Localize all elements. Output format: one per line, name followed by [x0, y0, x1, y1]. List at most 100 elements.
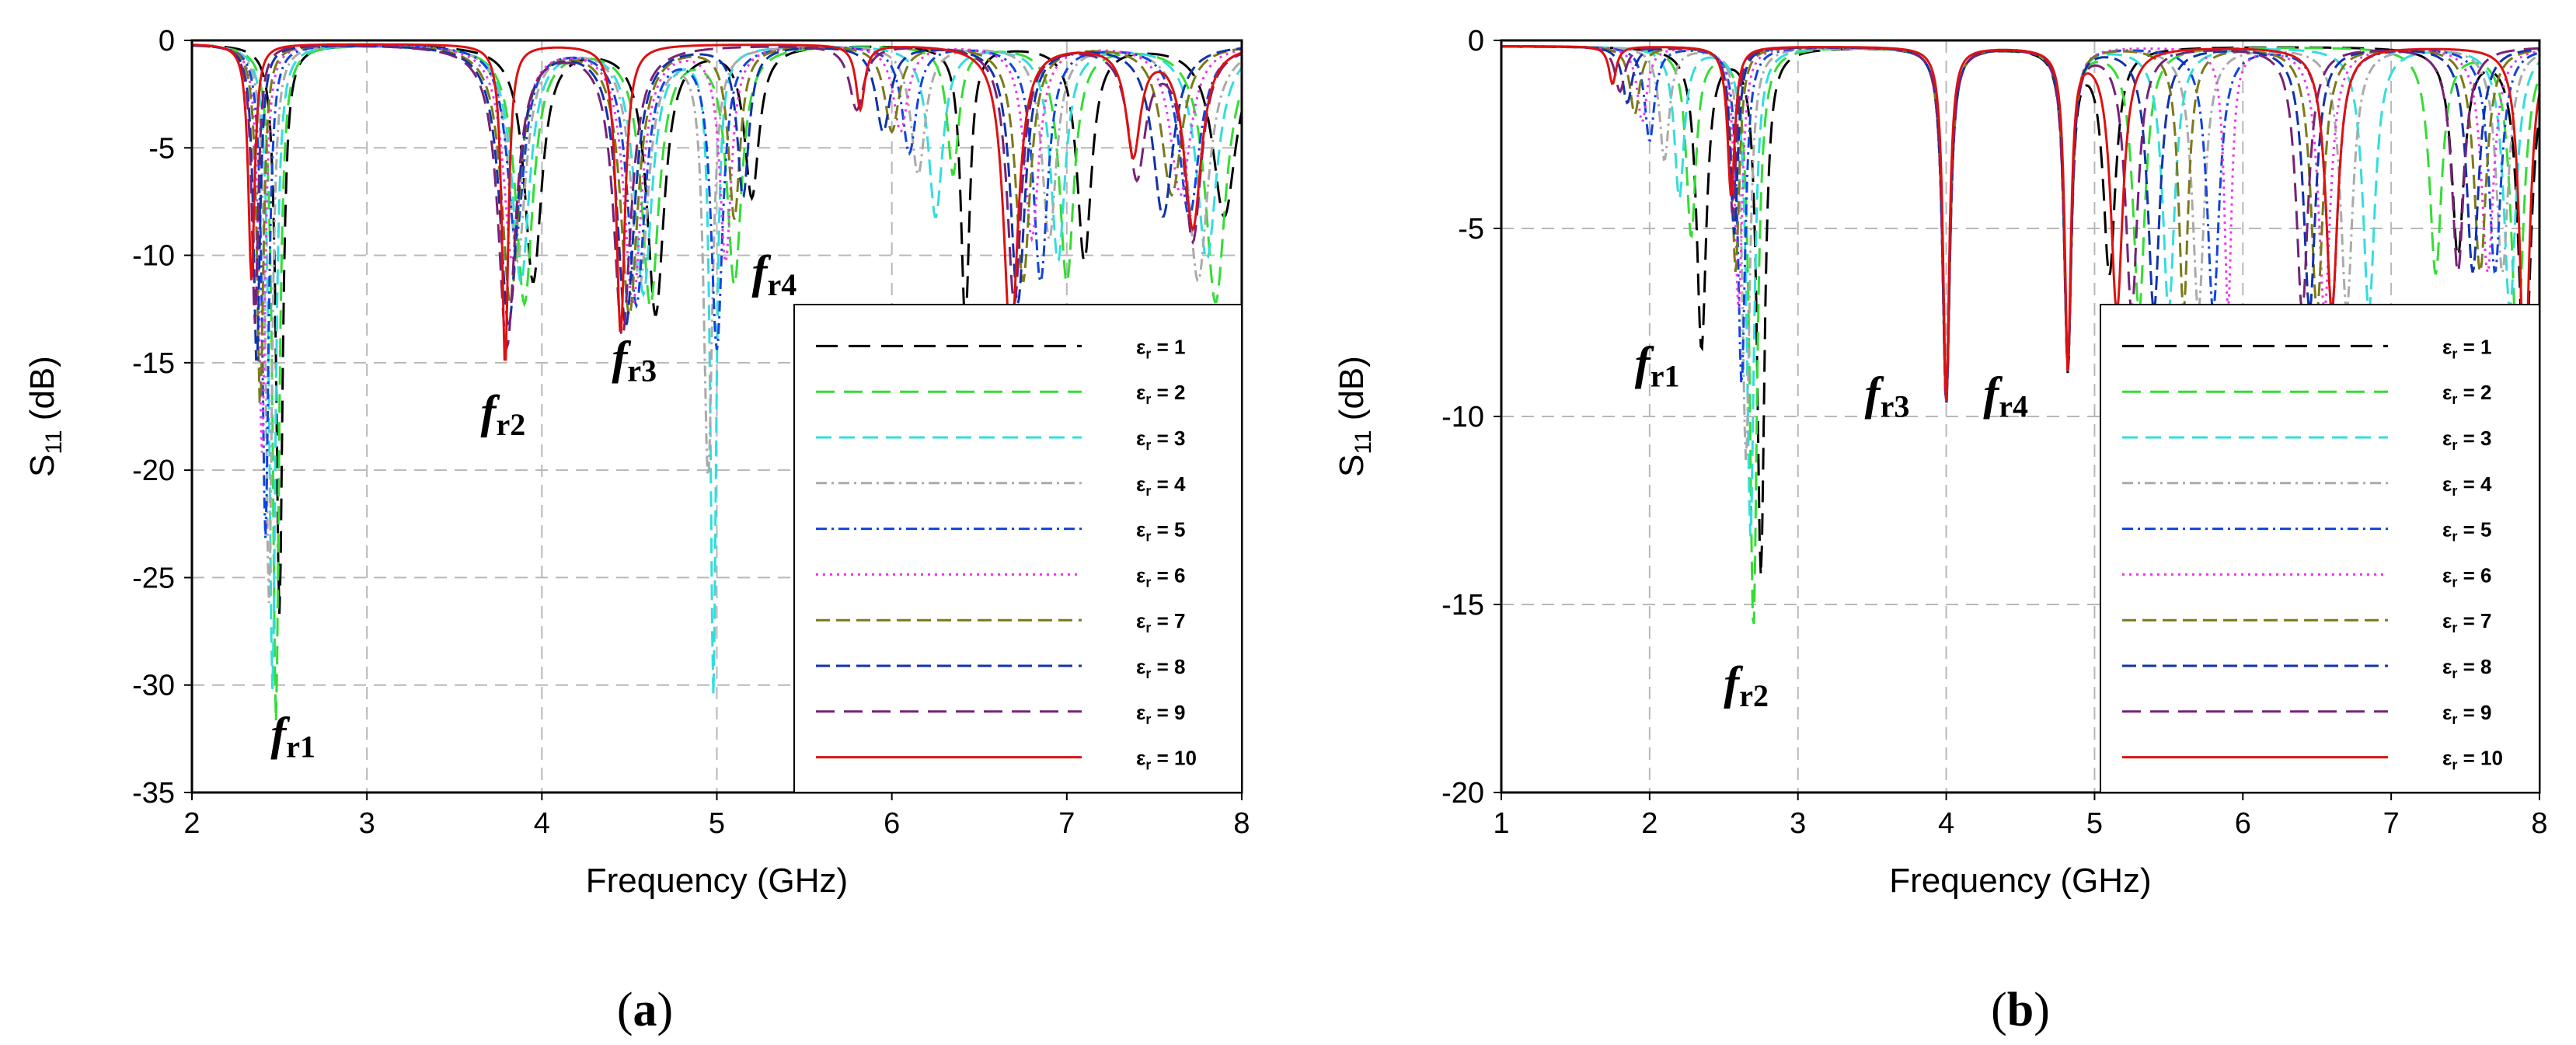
legend-value: = 4: [1151, 472, 1186, 496]
legend-label-er-10: εr = 10: [2442, 747, 2503, 773]
legend-subscript: r: [2452, 758, 2457, 773]
y-tick-label: 0: [159, 25, 175, 57]
x-tick-label: 8: [2531, 807, 2547, 840]
legend-symbol: ε: [1136, 381, 1145, 404]
resonance-label-r2: fr2: [481, 386, 526, 442]
legend-value: = 9: [2457, 701, 2491, 724]
legend-label-er-9: εr = 9: [2442, 701, 2491, 727]
panel-caption: (b): [1991, 984, 2050, 1036]
legend-symbol: ε: [2442, 655, 2452, 678]
series-line-er-6: [192, 44, 1242, 453]
legend-subscript: r: [2452, 666, 2457, 681]
legend-value: = 2: [2457, 381, 2491, 404]
legend-label-er-1: εr = 1: [1136, 335, 1185, 361]
legend-label-er-5: εr = 5: [2442, 518, 2491, 545]
legend-value: = 5: [1151, 518, 1185, 542]
series-line-er-1: [1501, 45, 2539, 576]
x-tick-label: 2: [183, 807, 200, 840]
x-tick-label: 5: [2086, 807, 2103, 840]
y-axis-label-sub: 11: [41, 430, 67, 454]
x-tick-label: 5: [709, 807, 725, 840]
legend-value: = 2: [1151, 381, 1185, 404]
resonance-label-sub: r4: [1999, 388, 2028, 423]
legend-value: = 4: [2457, 472, 2492, 496]
legend-subscript: r: [2452, 712, 2457, 727]
legend-label-er-4: εr = 4: [2442, 472, 2492, 499]
legend-label-er-7: εr = 7: [2442, 609, 2491, 636]
legend-symbol: ε: [1136, 427, 1145, 450]
series-line-er-3: [192, 44, 1242, 695]
legend-value: = 9: [1151, 701, 1185, 724]
resonance-label-r4: fr4: [1983, 367, 2028, 423]
legend-subscript: r: [2452, 529, 2457, 545]
legend-value: = 6: [1151, 563, 1185, 587]
resonance-label-sub: r2: [497, 407, 526, 442]
y-axis-label: S11 (dB): [1333, 356, 1376, 477]
legend-subscript: r: [1145, 666, 1151, 681]
legend-subscript: r: [2452, 574, 2457, 590]
y-tick-label: -5: [148, 132, 175, 165]
resonance-label-r3: fr3: [612, 333, 657, 388]
legend-subscript: r: [2452, 437, 2457, 453]
legend-value: = 3: [1151, 427, 1185, 450]
legend-symbol: ε: [1136, 747, 1145, 770]
legend-value: = 7: [1151, 609, 1185, 632]
legend-value: = 1: [1151, 335, 1185, 358]
legend-label-er-3: εr = 3: [2442, 427, 2491, 453]
legend-symbol: ε: [2442, 609, 2452, 632]
legend-subscript: r: [2452, 392, 2457, 407]
y-axis-label-sub: 11: [1351, 430, 1376, 454]
x-tick-label: 3: [1790, 807, 1806, 840]
legend-label-er-2: εr = 2: [2442, 381, 2491, 407]
legend-label-er-5: εr = 5: [1136, 518, 1185, 545]
panel-b: 1 2 3 4 5 6 7 8 0 -5 -10 -15 -20 Frequency (GHz) S11 (…: [1333, 25, 2548, 1036]
legend-label-er-8: εr = 8: [2442, 655, 2491, 681]
legend-subscript: r: [1145, 574, 1151, 590]
y-tick-label: -20: [1441, 777, 1484, 810]
legend-subscript: r: [2452, 346, 2457, 361]
legend-label-er-9: εr = 9: [1136, 701, 1185, 727]
legend: εr = 1εr = 2εr = 3εr = 4εr = 5εr = 6εr =…: [793, 304, 1243, 793]
legend-symbol: ε: [1136, 335, 1145, 358]
panel-caption: (a): [617, 984, 673, 1036]
legend-subscript: r: [1145, 529, 1151, 545]
legend-subscript: r: [2452, 483, 2457, 499]
x-tick-label: 7: [2383, 807, 2400, 840]
y-axis-label-unit: (dB): [23, 356, 61, 430]
x-tick-label: 4: [534, 807, 550, 840]
series-line-er-10: [1501, 45, 2539, 402]
y-tick-label: -25: [132, 562, 175, 594]
y-tick-label: -20: [132, 455, 175, 487]
legend-symbol: ε: [1136, 472, 1145, 496]
caption-open-paren: (: [617, 984, 633, 1036]
y-tick-label: -30: [132, 670, 175, 702]
x-tick-label: 6: [884, 807, 900, 840]
resonance-label-sub: r1: [1651, 359, 1680, 394]
legend-value: = 8: [2457, 655, 2491, 678]
legend-symbol: ε: [2442, 563, 2452, 587]
legend-symbol: ε: [2442, 701, 2452, 724]
legend-subscript: r: [1145, 758, 1151, 773]
x-tick-label: 7: [1058, 807, 1075, 840]
resonance-label-r2: fr2: [1724, 657, 1769, 713]
series-group: [192, 43, 1242, 722]
legend-symbol: ε: [2442, 518, 2452, 542]
series-group: [1501, 45, 2539, 625]
caption-close-paren: ): [657, 984, 674, 1036]
legend-label-er-6: εr = 6: [1136, 563, 1185, 590]
legend-subscript: r: [1145, 346, 1151, 361]
resonance-label-sub: r3: [1881, 388, 1910, 423]
legend-label-er-6: εr = 6: [2442, 563, 2491, 590]
legend-label-er-8: εr = 8: [1136, 655, 1185, 681]
y-tick-label: -15: [132, 347, 175, 380]
legend: εr = 1εr = 2εr = 3εr = 4εr = 5εr = 6εr =…: [2100, 304, 2540, 793]
legend-label-er-10: εr = 10: [1136, 747, 1197, 773]
caption-open-paren: (: [1991, 984, 2007, 1036]
legend-value: = 5: [2457, 518, 2491, 542]
legend-value: = 6: [2457, 563, 2491, 587]
legend-value: = 3: [2457, 427, 2491, 450]
legend-subscript: r: [1145, 620, 1151, 636]
legend-value: = 1: [2457, 335, 2491, 358]
y-axis-label-unit: (dB): [1333, 356, 1371, 430]
legend-symbol: ε: [1136, 701, 1145, 724]
